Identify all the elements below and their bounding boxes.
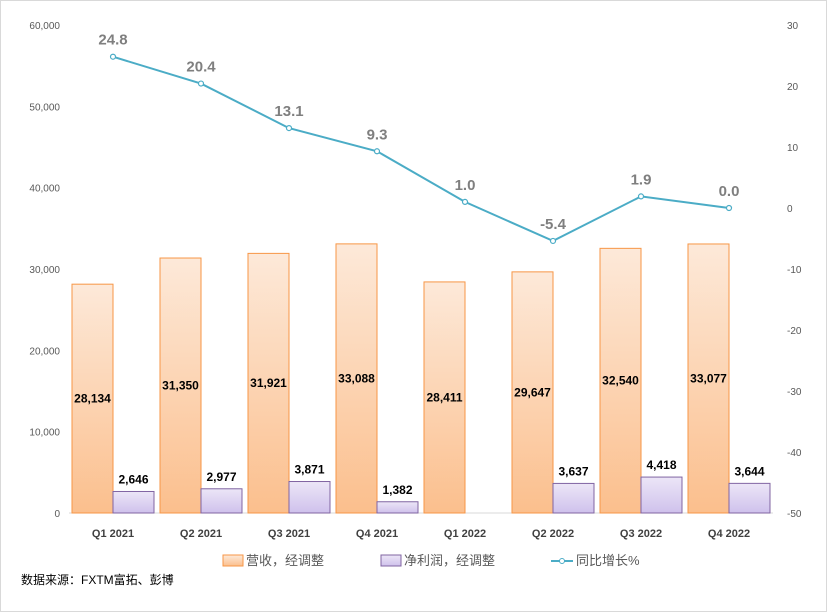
net-profit-bar — [728, 482, 771, 514]
yoy-data-label: 24.8 — [98, 32, 127, 49]
net-profit-bar — [640, 476, 683, 514]
revenue-data-label: 28,411 — [426, 390, 462, 404]
left-tick-label: 40,000 — [29, 184, 60, 195]
revenue-data-label: 32,540 — [602, 374, 639, 388]
legend-yoy-marker — [559, 558, 565, 564]
net-profit-bar — [552, 482, 595, 514]
yoy-point — [637, 193, 645, 200]
right-tick-label: -30 — [787, 387, 802, 398]
revenue-bar — [335, 243, 378, 514]
right-tick-label: 0 — [787, 204, 793, 215]
yoy-point — [285, 124, 293, 132]
category-label: Q1 2022 — [444, 528, 486, 540]
right-tick-label: 10 — [787, 143, 799, 154]
right-tick-label: -50 — [787, 509, 802, 520]
yoy-point — [373, 148, 381, 155]
net-profit-data-label: 3,871 — [294, 463, 324, 477]
revenue-data-label: 28,134 — [74, 392, 111, 406]
category-label: Q3 2022 — [620, 528, 662, 540]
legend-yoy-label: 同比增长% — [576, 553, 640, 568]
revenue-data-label: 31,921 — [250, 376, 287, 390]
right-tick-label: 30 — [787, 21, 799, 32]
revenue-bar — [71, 283, 114, 514]
right-tick-label: 20 — [787, 82, 799, 93]
legend-net-profit-swatch — [380, 554, 402, 567]
net-profit-data-label: 3,637 — [558, 464, 588, 478]
left-tick-label: 30,000 — [29, 265, 60, 276]
revenue-bar — [423, 281, 466, 514]
category-label: Q2 2021 — [180, 528, 222, 540]
revenue-data-label: 33,088 — [338, 371, 375, 385]
yoy-growth-line — [112, 55, 730, 243]
net-profit-data-label: 2,646 — [118, 472, 148, 486]
right-tick-label: -40 — [787, 448, 802, 459]
net-profit-bar — [112, 490, 155, 514]
revenue-bar — [599, 247, 642, 514]
right-tick-label: -10 — [787, 265, 802, 276]
revenue-data-label: 33,077 — [690, 371, 727, 385]
left-tick-label: 10,000 — [29, 428, 60, 439]
category-label: Q4 2022 — [708, 528, 750, 540]
category-label: Q3 2021 — [268, 528, 310, 540]
revenue-bar — [247, 252, 290, 514]
yoy-data-label: 1.0 — [455, 177, 476, 194]
source-note: 数据来源：FXTM富拓、彭博 — [21, 573, 174, 587]
revenue-bar — [511, 271, 554, 514]
right-tick-label: -20 — [787, 326, 802, 337]
left-tick-label: 20,000 — [29, 346, 60, 357]
category-label: Q1 2021 — [92, 528, 134, 540]
net-profit-bar — [376, 501, 419, 514]
net-profit-data-label: 4,418 — [646, 458, 676, 472]
left-tick-label: 60,000 — [29, 21, 60, 32]
yoy-point — [109, 53, 117, 60]
yoy-data-label: 1.9 — [631, 171, 652, 188]
yoy-data-label: -5.4 — [540, 216, 567, 233]
yoy-data-label: 0.0 — [719, 183, 740, 200]
yoy-data-label: 13.1 — [274, 103, 303, 120]
net-profit-data-label: 1,382 — [382, 483, 412, 497]
yoy-point — [725, 204, 733, 212]
left-tick-label: 50,000 — [29, 102, 60, 113]
revenue-data-label: 31,350 — [162, 379, 199, 393]
legend-revenue-label: 营收，经调整 — [246, 553, 324, 568]
yoy-point — [549, 237, 557, 245]
yoy-data-label: 9.3 — [367, 126, 388, 143]
yoy-point — [461, 198, 469, 205]
category-label: Q2 2022 — [532, 528, 574, 540]
legend-net-profit-label: 净利润，经调整 — [404, 553, 495, 568]
legend-revenue-swatch — [222, 554, 244, 567]
net-profit-bar — [288, 481, 331, 514]
yoy-data-label: 20.4 — [186, 59, 216, 76]
net-profit-data-label: 2,977 — [206, 470, 236, 484]
left-tick-label: 0 — [54, 509, 60, 520]
net-profit-data-label: 3,644 — [734, 464, 764, 478]
net-profit-bar — [200, 488, 243, 514]
yoy-point — [197, 80, 205, 87]
category-label: Q4 2021 — [356, 528, 398, 540]
revenue-bar — [687, 243, 730, 514]
revenue-bar — [159, 257, 202, 514]
revenue-data-label: 29,647 — [514, 385, 551, 399]
